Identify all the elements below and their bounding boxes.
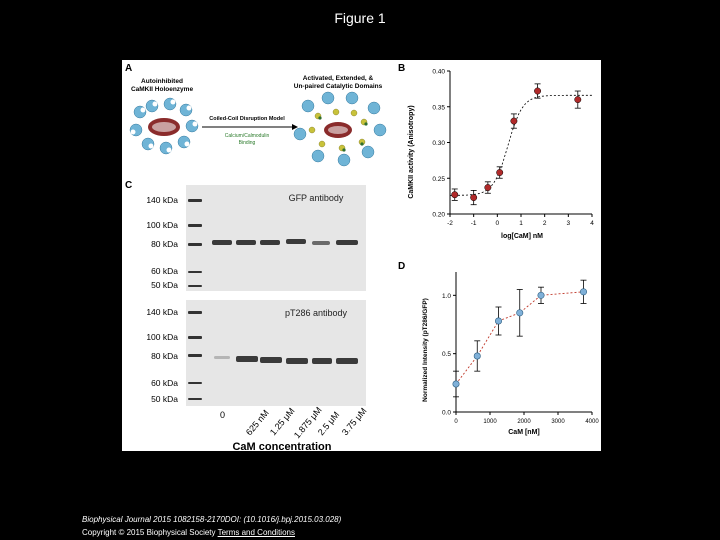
figure-panel: A Autoinhibited CaMKII Holoenzyme Activa… bbox=[122, 60, 601, 451]
panel-a-left-title-1: Autoinhibited bbox=[141, 78, 183, 85]
gfp-marker-60: 60 kDa bbox=[151, 266, 178, 276]
panel-b-data-point bbox=[496, 169, 504, 176]
panel-d-y-tick-label: 0.5 bbox=[442, 351, 451, 358]
panel-b-data-point bbox=[510, 117, 518, 125]
lane-label-0: 0 bbox=[220, 410, 225, 420]
pt286-marker-100: 100 kDa bbox=[146, 332, 178, 342]
panel-a-right-title-2: Un-paired Catalytic Domains bbox=[294, 83, 383, 90]
gfp-bands bbox=[212, 239, 358, 245]
panel-d-ylabel: Normalized Intensity (pT286/GFP) bbox=[422, 298, 429, 402]
panel-c: C GFP antibody 140 kDa 100 kDa 80 kDa 60… bbox=[125, 180, 369, 451]
panel-b-y-tick-label: 0.35 bbox=[432, 104, 445, 111]
panel-b-data-point bbox=[470, 194, 478, 202]
pt286-marker-50: 50 kDa bbox=[151, 394, 178, 404]
panel-d: D 0.0 0.5 1.0 0 1000 2000 3000 4000 Normalized … bbox=[398, 261, 599, 436]
panel-d-xlabel: CaM [nM] bbox=[508, 429, 540, 436]
panel-a-label: A bbox=[125, 63, 132, 74]
copyright-text: Copyright © 2015 Biophysical Society bbox=[82, 528, 216, 537]
panel-d-data-point bbox=[516, 309, 524, 317]
panel-a: A Autoinhibited CaMKII Holoenzyme Activa… bbox=[125, 63, 387, 167]
panel-d-data-point bbox=[452, 380, 460, 388]
panel-d-y-tick-label: 1.0 bbox=[442, 293, 451, 300]
copyright-line: Copyright © 2015 Biophysical Society Ter… bbox=[82, 528, 295, 537]
gfp-marker-50: 50 kDa bbox=[151, 280, 178, 290]
pt286-blot-title: pT286 antibody bbox=[285, 308, 348, 318]
panel-d-x-tick-label: 4000 bbox=[585, 419, 599, 425]
panel-b-x-tick-label: 0 bbox=[496, 220, 500, 227]
panel-b-x-tick-label: -2 bbox=[447, 220, 453, 227]
panel-a-left-title-2: CaMKII Holoenzyme bbox=[131, 86, 194, 93]
panel-b-data-point bbox=[574, 96, 582, 104]
gfp-marker-80: 80 kDa bbox=[151, 239, 178, 249]
arrow-label-bottom-1: Calcium/Calmodulin bbox=[225, 133, 270, 139]
lane-label-625nm: 625 nM bbox=[244, 408, 271, 437]
panel-d-data-point bbox=[579, 288, 587, 296]
gfp-marker-ladder bbox=[188, 199, 202, 287]
panel-d-x-tick-label: 2000 bbox=[517, 419, 531, 425]
pt286-blot-background bbox=[186, 300, 366, 406]
lane-label-1-875um: 1.875 μM bbox=[292, 405, 324, 440]
panel-b-data-point bbox=[534, 87, 542, 95]
panel-d-series-line bbox=[455, 291, 584, 385]
pt286-marker-80: 80 kDa bbox=[151, 351, 178, 361]
panel-d-data-point bbox=[473, 352, 481, 360]
arrow-label-bottom-2: Binding bbox=[239, 140, 256, 146]
panel-a-right-title-1: Activated, Extended, & bbox=[303, 75, 374, 82]
panel-b-label: B bbox=[398, 63, 405, 74]
panel-d-data-point bbox=[537, 291, 545, 299]
gfp-blot-title: GFP antibody bbox=[289, 193, 344, 203]
panel-b-y-tick-label: 0.40 bbox=[432, 69, 445, 76]
panel-b-data-point bbox=[484, 184, 492, 191]
panel-b-x-tick-label: 3 bbox=[567, 220, 571, 227]
panel-b-x-tick-label: 1 bbox=[519, 220, 523, 227]
panel-b: B 0.20 0.25 0.30 0.35 0.40 -2 -1 0 1 2 3 4 CaMKII a… bbox=[398, 63, 594, 240]
gfp-marker-100: 100 kDa bbox=[146, 220, 178, 230]
panel-b-fit-curve bbox=[450, 94, 592, 196]
panel-b-y-tick-label: 0.20 bbox=[432, 212, 445, 219]
panel-d-x-tick-label: 0 bbox=[454, 419, 458, 425]
slide-title: Figure 1 bbox=[334, 10, 386, 26]
panel-b-data-point bbox=[451, 191, 459, 199]
panel-d-data-point bbox=[494, 317, 502, 325]
panel-b-y-tick-label: 0.25 bbox=[432, 176, 445, 183]
holoenzyme-autoinhibited-diagram bbox=[129, 97, 199, 155]
panel-d-x-tick-label: 3000 bbox=[551, 419, 565, 425]
lane-label-3-75um: 3.75 μM bbox=[340, 406, 369, 437]
panel-c-label: C bbox=[125, 180, 132, 191]
panel-c-xlabel: CaM concentration bbox=[232, 441, 331, 451]
panel-d-label: D bbox=[398, 261, 405, 272]
pt286-marker-60: 60 kDa bbox=[151, 378, 178, 388]
panel-d-y-tick-label: 0.0 bbox=[442, 410, 451, 417]
pt286-marker-ladder bbox=[188, 311, 202, 400]
gfp-marker-140: 140 kDa bbox=[146, 195, 178, 205]
holoenzyme-activated-diagram bbox=[293, 91, 387, 167]
panel-b-x-tick-label: -1 bbox=[471, 220, 477, 227]
arrow-label-top: Coiled-Coil Disruption Model bbox=[209, 116, 285, 122]
panel-b-xlabel: log[CaM] nM bbox=[501, 233, 543, 240]
panel-b-x-tick-label: 4 bbox=[590, 220, 594, 227]
pt286-marker-140: 140 kDa bbox=[146, 307, 178, 317]
gfp-blot-background bbox=[186, 185, 366, 291]
transition-arrow bbox=[202, 124, 298, 130]
panel-d-chart: 0.0 0.5 1.0 0 1000 2000 3000 4000 bbox=[442, 272, 599, 425]
pt286-bands bbox=[214, 356, 358, 364]
figure-svg: A Autoinhibited CaMKII Holoenzyme Activa… bbox=[125, 63, 599, 451]
panel-b-ylabel: CaMKII activity (Anisotropy) bbox=[408, 105, 415, 198]
terms-link[interactable]: Terms and Conditions bbox=[217, 528, 295, 537]
panel-b-y-tick-label: 0.30 bbox=[432, 140, 445, 147]
panel-b-chart: 0.20 0.25 0.30 0.35 0.40 -2 -1 0 1 2 3 4 bbox=[432, 69, 594, 228]
panel-b-x-tick-label: 2 bbox=[543, 220, 547, 227]
citation-line: Biophysical Journal 2015 1082158-2170DOI… bbox=[82, 515, 342, 524]
panel-d-x-tick-label: 1000 bbox=[483, 419, 497, 425]
